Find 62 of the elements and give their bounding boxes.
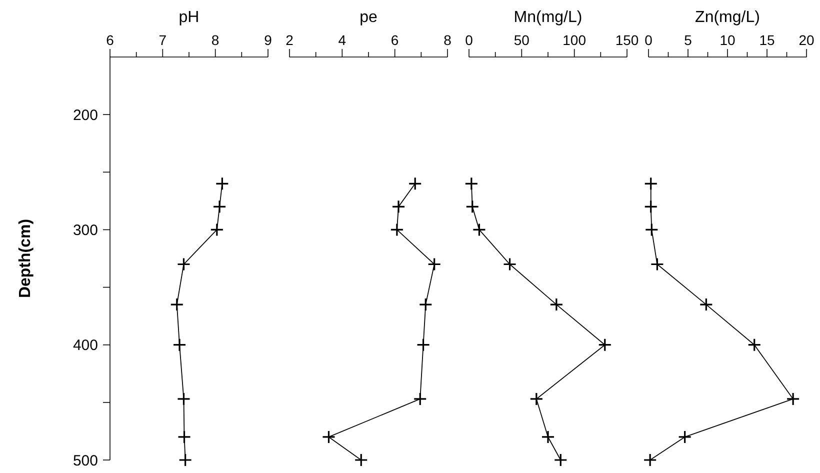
point [354,453,368,467]
point [392,200,406,214]
point [472,222,486,237]
point [322,430,336,444]
point [650,257,664,272]
y-tick-label: 300 [72,222,98,239]
x-tick-label: 2 [286,32,294,48]
x-axis-title: Zn(mg/L) [695,9,760,26]
point [390,222,404,237]
point [502,257,517,272]
point [418,298,432,312]
point [176,392,191,406]
point [178,453,192,467]
point [644,222,658,237]
y-axis-title: Depth(cm) [17,218,34,298]
point [170,298,184,312]
x-tick-label: 0 [644,32,653,48]
x-axis-title: pH [178,9,200,26]
y-tick-label: 500 [72,452,98,470]
point [530,392,544,406]
point [212,200,226,214]
point [644,200,658,214]
point [554,453,568,467]
y-tick-label: 400 [72,337,98,354]
x-tick-label: 50 [514,32,530,48]
point [428,257,442,272]
x-tick-label: 150 [615,32,639,48]
point [699,298,713,312]
point [598,338,612,352]
x-axis-title: Mn(mg/L) [514,9,582,26]
point [172,338,186,352]
x-tick-label: 20 [798,32,814,48]
x-tick-label: 100 [562,32,586,48]
x-tick-label: 5 [684,32,692,48]
point [644,176,658,190]
point [408,176,422,190]
point [786,392,800,406]
point [678,430,692,444]
x-tick-label: 8 [211,32,220,48]
point [550,298,564,312]
point [466,200,480,214]
x-tick-label: 9 [264,32,272,48]
x-axis-title: pe [360,9,378,26]
x-tick-label: 6 [390,32,399,48]
x-tick-label: 6 [106,32,114,48]
point [416,338,430,352]
point [464,176,478,190]
point [541,430,555,444]
x-tick-label: 7 [158,32,167,48]
x-tick-label: 8 [444,32,452,48]
point [643,453,657,467]
y-tick-label: 200 [72,106,98,124]
x-tick-label: 10 [720,32,736,48]
x-tick-label: 15 [759,32,775,48]
point [176,257,191,272]
point [215,176,229,190]
point [748,338,762,352]
point [413,392,427,406]
x-tick-label: 0 [465,32,474,48]
x-tick-label: 4 [338,32,346,48]
point [177,430,192,444]
point [210,222,224,237]
